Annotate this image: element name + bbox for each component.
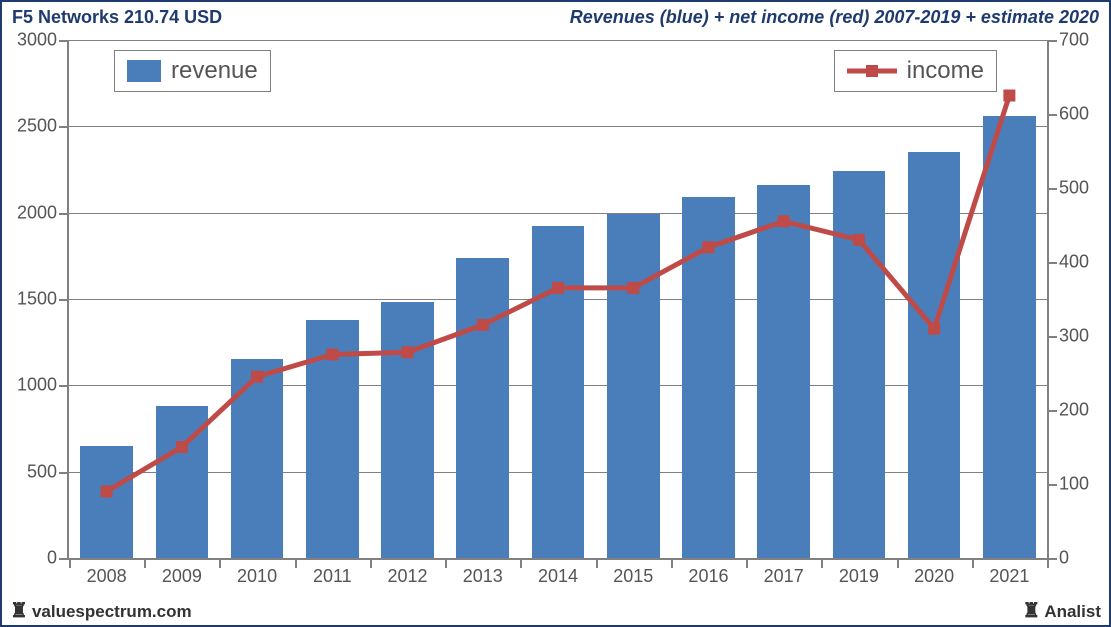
footer-left-text: valuespectrum.com	[32, 602, 192, 621]
x-label: 2015	[613, 566, 653, 587]
revenue-swatch	[127, 60, 161, 82]
y-right-label: 600	[1059, 104, 1089, 125]
y-right-label: 100	[1059, 474, 1089, 495]
y-left-label: 3000	[17, 30, 57, 51]
income-marker	[101, 485, 113, 497]
y-right-label: 200	[1059, 400, 1089, 421]
y-left-label: 2000	[17, 202, 57, 223]
income-marker	[477, 319, 489, 331]
x-label: 2012	[388, 566, 428, 587]
y-right-label: 400	[1059, 252, 1089, 273]
income-marker	[627, 282, 639, 294]
x-label: 2013	[463, 566, 503, 587]
legend-revenue: revenue	[114, 50, 271, 92]
footer-right: ♜Analist	[1022, 601, 1101, 622]
x-label: 2021	[989, 566, 1029, 587]
y-right-label: 0	[1059, 548, 1069, 569]
income-line	[69, 40, 1047, 558]
x-label: 2016	[688, 566, 728, 587]
legend-income-label: income	[907, 57, 984, 85]
footer-right-text: Analist	[1044, 602, 1101, 621]
y-left-label: 2500	[17, 116, 57, 137]
footer-left: ♜valuespectrum.com	[10, 601, 192, 622]
y-right-label: 500	[1059, 178, 1089, 199]
y-right-label: 300	[1059, 326, 1089, 347]
legend-income: income	[834, 50, 997, 92]
x-label: 2019	[839, 566, 879, 587]
income-marker	[176, 441, 188, 453]
plot-wrapper: 0 500 1000 1500 2000 2500 3000 0 100 200 300 400 500…	[2, 30, 1109, 598]
legend-revenue-label: revenue	[171, 57, 258, 85]
chart-footer: ♜valuespectrum.com ♜Analist	[2, 598, 1109, 625]
x-label: 2011	[313, 566, 352, 587]
y-left-label: 0	[47, 548, 57, 569]
y-left-label: 500	[27, 461, 57, 482]
income-line-sample	[847, 59, 897, 83]
income-marker	[1003, 90, 1015, 102]
income-marker	[251, 371, 263, 383]
chart-header: F5 Networks 210.74 USD Revenues (blue) +…	[2, 2, 1109, 30]
income-marker	[928, 323, 940, 335]
x-label: 2009	[162, 566, 202, 587]
x-label: 2014	[538, 566, 578, 587]
rook-icon: ♜	[10, 601, 28, 621]
x-label: 2017	[764, 566, 804, 587]
y-right-label: 700	[1059, 30, 1089, 51]
plot-area: 0500100015002000250030000100200300400500…	[67, 40, 1049, 560]
x-label: 2008	[87, 566, 127, 587]
chart-container: F5 Networks 210.74 USD Revenues (blue) +…	[0, 0, 1111, 627]
rook-icon: ♜	[1022, 601, 1040, 621]
income-marker	[552, 282, 564, 294]
income-marker	[853, 234, 865, 246]
income-marker	[402, 346, 414, 358]
x-label: 2020	[914, 566, 954, 587]
y-left-label: 1500	[17, 289, 57, 310]
income-marker	[702, 241, 714, 253]
income-marker	[778, 215, 790, 227]
title-right: Revenues (blue) + net income (red) 2007-…	[570, 7, 1099, 28]
x-label: 2010	[237, 566, 277, 587]
title-left: F5 Networks 210.74 USD	[12, 7, 222, 28]
income-marker	[326, 349, 338, 361]
y-left-label: 1000	[17, 375, 57, 396]
